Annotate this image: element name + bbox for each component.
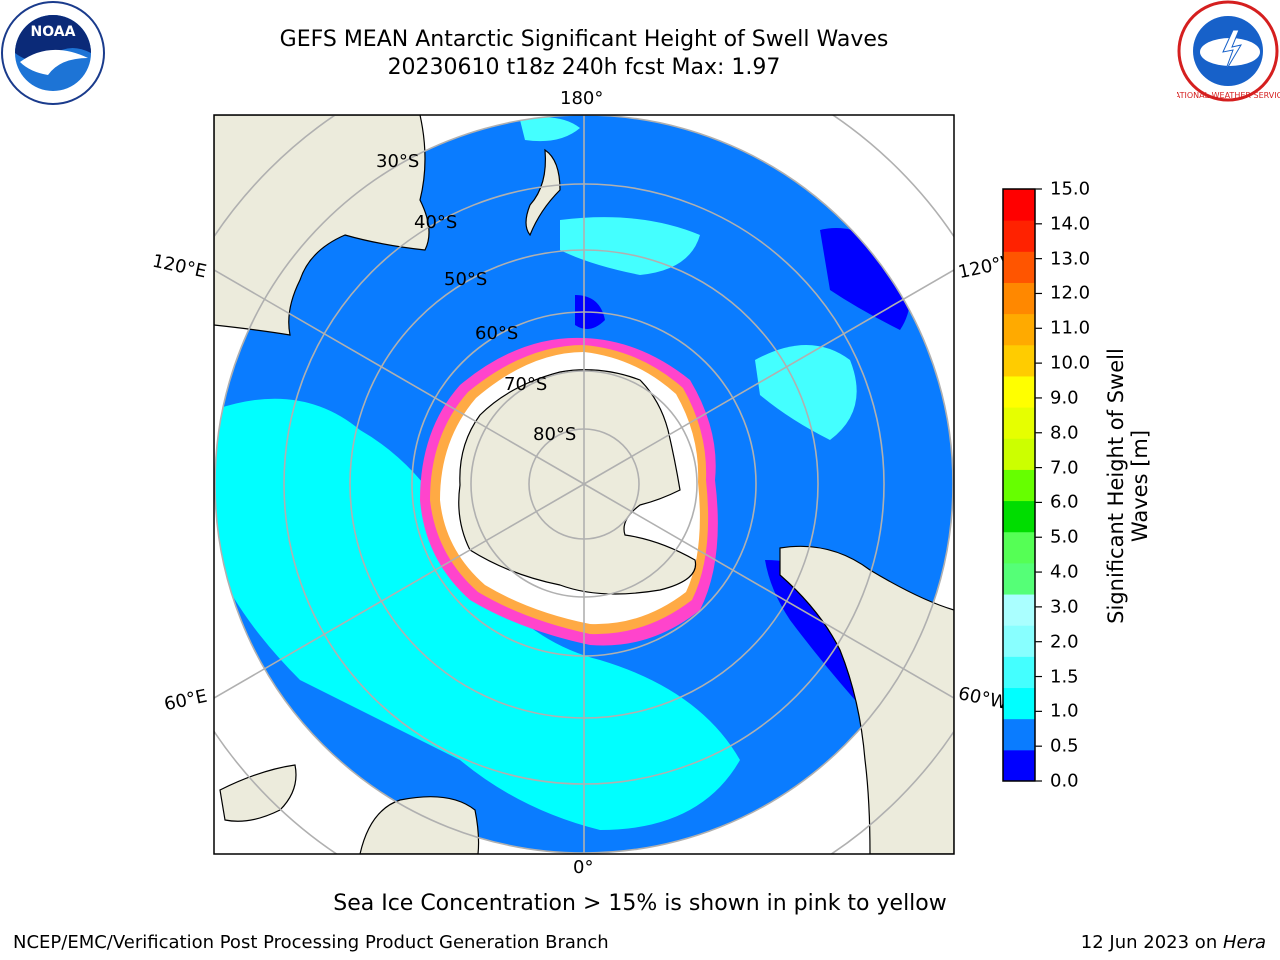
- colorbar-frame: [1002, 188, 1036, 782]
- colorbar-segment: [1003, 375, 1035, 408]
- colorbar-segment: [1003, 625, 1035, 657]
- africa-land: [359, 796, 480, 854]
- sea-ice-note: Sea Ice Concentration > 15% is shown in …: [333, 891, 947, 916]
- new-zealand-land: [525, 148, 561, 237]
- footer-host: Hera: [1222, 932, 1266, 953]
- colorbar-label-line1: Significant Height of Swell: [1104, 348, 1128, 624]
- lon-label-0: 0°: [573, 857, 594, 878]
- colorbar-segment: [1003, 313, 1035, 346]
- colorbar-tick-label: 1.5: [1050, 666, 1079, 688]
- map-frame: [213, 114, 955, 855]
- colorbar-tick-label: 7.0: [1050, 457, 1079, 479]
- longitude-gridlines: [214, 115, 954, 854]
- colorbar-segment: [1003, 656, 1035, 689]
- colorbar-tick-label: 12.0: [1050, 282, 1091, 304]
- colorbar: [1002, 188, 1042, 782]
- swell-patch-top: [520, 117, 580, 142]
- south-america-land: [779, 545, 954, 854]
- colorbar-segment: [1003, 344, 1035, 377]
- swell-region-north: [560, 217, 700, 275]
- colorbar-tick-label: 0.5: [1050, 735, 1079, 757]
- chart-subtitle: 20230610 t18z 240h fcst Max: 1.97: [387, 55, 781, 80]
- colorbar-tick-label: 5.0: [1050, 526, 1079, 548]
- colorbar-segment: [1003, 594, 1035, 626]
- colorbar-tick-label: 6.0: [1050, 491, 1079, 513]
- colorbar-segment: [1003, 687, 1035, 720]
- noaa-logo-text: NOAA: [31, 24, 76, 40]
- colorbar-label: Significant Height of Swell Waves [m]: [1104, 306, 1152, 666]
- footer-date-text: 12 Jun 2023 on: [1080, 932, 1223, 953]
- colorbar-tick-label: 4.0: [1050, 561, 1079, 583]
- colorbar-tick-label: 13.0: [1050, 248, 1091, 270]
- lat-label-30s: 30°S: [376, 151, 420, 172]
- colorbar-segment: [1003, 438, 1035, 470]
- swell-region-east: [755, 345, 857, 440]
- colorbar-label-line2: Waves [m]: [1128, 429, 1152, 543]
- footer-branch: NCEP/EMC/Verification Post Processing Pr…: [13, 932, 609, 953]
- colorbar-segment: [1003, 251, 1035, 283]
- lat-label-50s: 50°S: [444, 269, 488, 290]
- colorbar-tick-label: 3.0: [1050, 596, 1079, 618]
- colorbar-tick-label: 2.0: [1050, 631, 1079, 653]
- colorbar-tick-label: 0.0: [1050, 770, 1079, 792]
- colorbar-segment: [1003, 718, 1035, 751]
- colorbar-segment: [1003, 562, 1035, 595]
- colorbar-segment: [1003, 531, 1035, 564]
- colorbar-tick-label: 15.0: [1050, 178, 1091, 200]
- colorbar-tick-label: 8.0: [1050, 422, 1079, 444]
- footer-date: 12 Jun 2023 on Hera: [1081, 932, 1266, 953]
- colorbar-tick-label: 1.0: [1050, 700, 1079, 722]
- colorbar-segment: [1003, 220, 1035, 252]
- colorbar-tick-label: 9.0: [1050, 387, 1079, 409]
- colorbar-segment: [1003, 189, 1035, 221]
- colorbar-segment: [1003, 407, 1035, 439]
- colorbar-segment: [1003, 469, 1035, 502]
- colorbar-segment: [1003, 282, 1035, 315]
- lat-label-80s: 80°S: [533, 424, 577, 445]
- antarctica-land: [458, 369, 697, 595]
- colorbar-segment: [1003, 500, 1035, 533]
- chart-title: GEFS MEAN Antarctic Significant Height o…: [279, 27, 889, 52]
- nws-logo-text: NATIONAL WEATHER SERVICE: [1177, 91, 1280, 100]
- colorbar-tick-label: 10.0: [1050, 352, 1091, 374]
- lat-label-40s: 40°S: [414, 212, 458, 233]
- swell-region-west: [215, 398, 740, 830]
- national-weather-service-logo: NATIONAL WEATHER SERVICE: [1177, 0, 1280, 102]
- lat-label-70s: 70°S: [504, 374, 548, 395]
- colorbar-tick-label: 11.0: [1050, 317, 1091, 339]
- colorbar-tick-label: 14.0: [1050, 213, 1091, 235]
- noaa-logo: NOAA: [1, 1, 105, 105]
- colorbar-segment: [1003, 749, 1035, 782]
- lat-label-60s: 60°S: [475, 323, 519, 344]
- lon-label-180: 180°: [560, 88, 604, 109]
